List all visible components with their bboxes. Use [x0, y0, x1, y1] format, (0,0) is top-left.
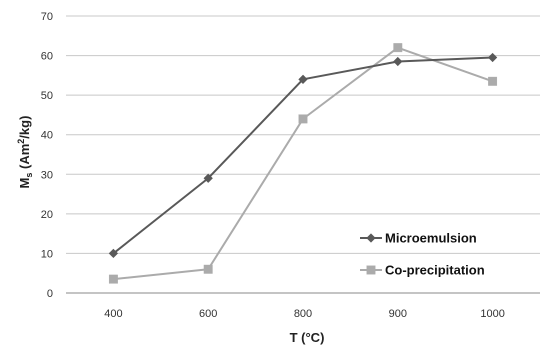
data-point-microemulsion	[487, 52, 498, 63]
data-point-co-precipitation	[108, 274, 118, 284]
series-co-precipitation	[108, 43, 498, 284]
x-tick-labels: 400 600 800 900 1000	[104, 308, 505, 320]
y-tick-label: 30	[41, 169, 53, 181]
legend-label: Co-precipitation	[385, 263, 485, 278]
y-axis-title-middle: (Am	[17, 144, 32, 173]
y-tick-label: 10	[41, 248, 53, 260]
legend-label: Microemulsion	[385, 231, 477, 246]
series-layer	[108, 43, 498, 284]
legend: Microemulsion Co-precipitation	[360, 231, 485, 278]
y-tick-labels: 0 10 20 30 40 50 60 70	[41, 11, 53, 300]
x-tick-label: 400	[104, 308, 122, 320]
data-point-microemulsion	[393, 56, 403, 67]
data-point-microemulsion	[108, 248, 119, 259]
legend-marker	[366, 233, 376, 243]
data-point-co-precipitation	[488, 76, 498, 86]
y-tick-label: 50	[41, 90, 53, 102]
x-tick-label: 1000	[480, 308, 504, 320]
series-microemulsion	[108, 52, 498, 259]
y-axis-title-superscript: 2	[16, 139, 26, 144]
x-axis-title: T (°C)	[290, 330, 325, 345]
legend-entry-microemulsion: Microemulsion	[360, 231, 477, 246]
y-axis-title-base: M	[17, 178, 32, 189]
y-axis-title: Ms (Am2/kg)	[16, 116, 34, 189]
y-tick-label: 20	[41, 209, 53, 221]
y-tick-label: 60	[41, 51, 53, 63]
data-point-microemulsion	[298, 74, 308, 84]
grid-lines	[66, 15, 540, 294]
y-axis-title-end: /kg)	[17, 116, 32, 139]
x-tick-label: 800	[294, 308, 312, 320]
data-point-co-precipitation	[393, 43, 403, 53]
y-tick-label: 0	[47, 288, 53, 300]
series-line-microemulsion	[112, 56, 493, 255]
data-point-co-precipitation	[203, 264, 213, 274]
legend-marker	[366, 265, 376, 275]
data-point-microemulsion	[203, 173, 213, 183]
y-tick-label: 40	[41, 130, 53, 142]
y-tick-label: 70	[41, 11, 53, 23]
x-tick-label: 600	[199, 308, 217, 320]
y-axis-title-subscript: s	[24, 173, 34, 178]
legend-entry-co-precipitation: Co-precipitation	[360, 263, 485, 278]
x-tick-label: 900	[389, 308, 407, 320]
data-point-co-precipitation	[298, 114, 308, 124]
